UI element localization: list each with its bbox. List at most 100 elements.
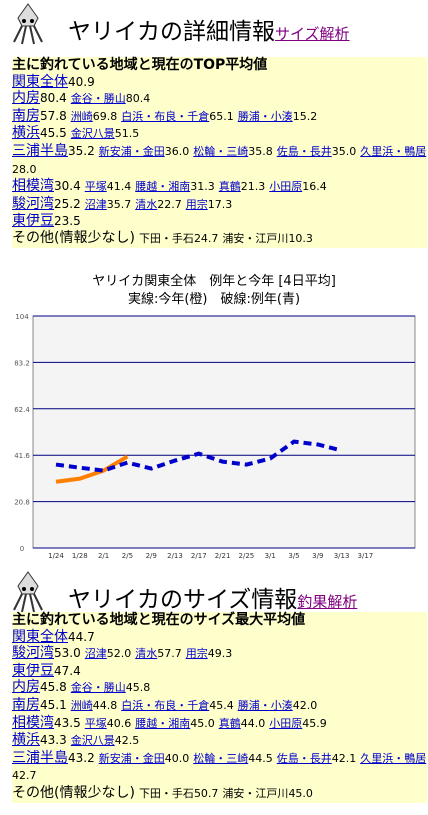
- area-name[interactable]: 洲崎: [70, 109, 93, 123]
- region-value: 47.4: [54, 663, 81, 678]
- region-value: 57.8: [40, 108, 67, 123]
- area-name[interactable]: 佐島・長井: [276, 751, 332, 765]
- link[interactable]: サイズ解析: [275, 25, 350, 43]
- area-value: 21.3: [240, 180, 266, 194]
- region-value: 23.5: [54, 214, 81, 229]
- area-value: 49.3: [207, 647, 233, 661]
- area-value: 15.2: [292, 109, 318, 123]
- squid-icon: [13, 3, 43, 45]
- region-value: 25.2: [54, 196, 81, 211]
- link[interactable]: 釣果解析: [297, 593, 358, 611]
- chart: ヤリイカ関東全体 例年と今年 [4日平均] 実線:今年(橙) 破線:例年(青) 0 2…: [14, 273, 416, 560]
- area-value: 45.0: [190, 716, 215, 730]
- x-tick-label: 1/24: [48, 552, 64, 560]
- area-name[interactable]: 金谷・勝山: [70, 681, 126, 695]
- y-tick-label: 62.4: [14, 406, 30, 414]
- region-name[interactable]: 南房: [12, 696, 40, 713]
- region-name[interactable]: 駿河湾: [12, 195, 54, 212]
- area-name[interactable]: 新安浦・金田: [98, 144, 165, 158]
- x-tick-label: 2/13: [167, 552, 183, 560]
- region-row: 横浜43.3 金沢八景42.5: [12, 732, 427, 750]
- area-name[interactable]: 真鶴: [218, 716, 241, 730]
- region-name[interactable]: 相模湾: [12, 178, 54, 195]
- x-tick-label: 3/17: [358, 552, 374, 560]
- area-name[interactable]: 松輪・三崎: [193, 751, 249, 765]
- region-value: 30.4: [54, 179, 81, 194]
- region-row: その他(情報少なし) 下田・手石24.7 浦安・江戸川10.3: [12, 230, 427, 248]
- area-value: 35.7: [106, 197, 132, 211]
- area-name[interactable]: 沼津: [84, 197, 107, 211]
- x-tick-label: 2/1: [98, 552, 109, 560]
- area-name[interactable]: 松輪・三崎: [193, 144, 249, 158]
- area-name[interactable]: 清水: [135, 647, 158, 661]
- x-tick-label: 2/21: [215, 552, 231, 560]
- area-value: 35.0: [331, 144, 357, 158]
- region-name[interactable]: 南房: [12, 107, 40, 124]
- region-name[interactable]: 関東全体: [12, 628, 68, 645]
- area-name[interactable]: 腰越・湘南: [135, 716, 191, 730]
- region-name[interactable]: 東伊豆: [12, 662, 54, 679]
- x-tick-label: 3/9: [312, 552, 323, 560]
- area-value: 45.0: [288, 786, 313, 800]
- box-heading: 主に釣れている地域と現在のTOP平均値: [12, 57, 268, 73]
- area-name[interactable]: 勝浦・小湊: [237, 109, 293, 123]
- area-name[interactable]: 金沢八景: [70, 127, 115, 141]
- area-name[interactable]: 平塚: [84, 180, 107, 194]
- area-name[interactable]: 小田原: [269, 716, 303, 730]
- region-value: 43.2: [68, 750, 95, 765]
- area-name[interactable]: 金谷・勝山: [70, 92, 126, 106]
- region-row: 相模湾43.5 平塚40.6 腰越・湘南45.0 真鶴44.0 小田原45.9: [12, 715, 427, 733]
- area-name[interactable]: 白浜・布良・千倉: [121, 698, 210, 712]
- area-name[interactable]: 新安浦・金田: [98, 751, 165, 765]
- area-value: 28.0: [12, 162, 37, 176]
- area-value: 42.0: [292, 698, 318, 712]
- region-name[interactable]: 三浦半島: [12, 142, 68, 159]
- area-name[interactable]: 佐島・長井: [276, 144, 332, 158]
- region-row: 相模湾30.4 平塚41.4 腰越・湘南31.3 真鶴21.3 小田原16.4: [12, 178, 427, 196]
- area-name[interactable]: 久里浜・鴨居: [360, 144, 427, 158]
- region-value: 40.9: [68, 74, 95, 89]
- area-name[interactable]: 勝浦・小湊: [237, 698, 293, 712]
- area-name[interactable]: 白浜・布良・千倉: [121, 109, 210, 123]
- area-value: 57.7: [157, 647, 182, 661]
- area-name: 下田・手石: [138, 231, 194, 245]
- region-value: 43.3: [40, 733, 67, 748]
- area-name[interactable]: 久里浜・鴨居: [360, 751, 427, 765]
- region-name[interactable]: 三浦半島: [12, 749, 68, 766]
- region-name[interactable]: 内房: [12, 90, 40, 107]
- area-name[interactable]: 用宗: [185, 647, 208, 661]
- region-name[interactable]: 東伊豆: [12, 213, 54, 230]
- region-row: 関東全体44.7: [12, 629, 427, 646]
- area-name[interactable]: 真鶴: [218, 180, 241, 194]
- area-name[interactable]: 用宗: [185, 197, 208, 211]
- region-row: 東伊豆23.5: [12, 213, 427, 230]
- region-row: 駿河湾25.2 沼津35.7 清水22.7 用宗17.3: [12, 196, 427, 214]
- area-value: 50.7: [193, 786, 219, 800]
- area-value: 24.7: [193, 231, 219, 245]
- region-name[interactable]: 関東全体: [12, 73, 68, 90]
- area-value: 16.4: [302, 180, 327, 194]
- x-tick-label: 1/28: [72, 552, 88, 560]
- area-name[interactable]: 金沢八景: [70, 734, 115, 748]
- region-name[interactable]: 内房: [12, 679, 40, 696]
- title-text: ヤリイカのサイズ情報: [68, 587, 298, 613]
- area-name: 浦安・江戸川: [222, 231, 289, 245]
- region-row: 関東全体40.9: [12, 74, 427, 91]
- area-name[interactable]: 沼津: [84, 647, 107, 661]
- region-row: 東伊豆47.4: [12, 663, 427, 680]
- region-name[interactable]: 駿河湾: [12, 645, 54, 662]
- region-name[interactable]: 横浜: [12, 125, 40, 142]
- area-value: 40.0: [164, 751, 190, 765]
- region-name[interactable]: 横浜: [12, 732, 40, 749]
- area-name[interactable]: 腰越・湘南: [135, 180, 191, 194]
- series-line: [55, 454, 129, 484]
- area-name[interactable]: 清水: [135, 197, 158, 211]
- region-name[interactable]: 相模湾: [12, 714, 54, 731]
- area-value: 45.8: [125, 681, 151, 695]
- y-tick-label: 83.2: [14, 359, 30, 367]
- area-name[interactable]: 平塚: [84, 716, 107, 730]
- area-name[interactable]: 小田原: [269, 180, 303, 194]
- area-name[interactable]: 洲崎: [70, 698, 93, 712]
- region-value: 35.2: [68, 143, 95, 158]
- area-value: 44.0: [240, 716, 266, 730]
